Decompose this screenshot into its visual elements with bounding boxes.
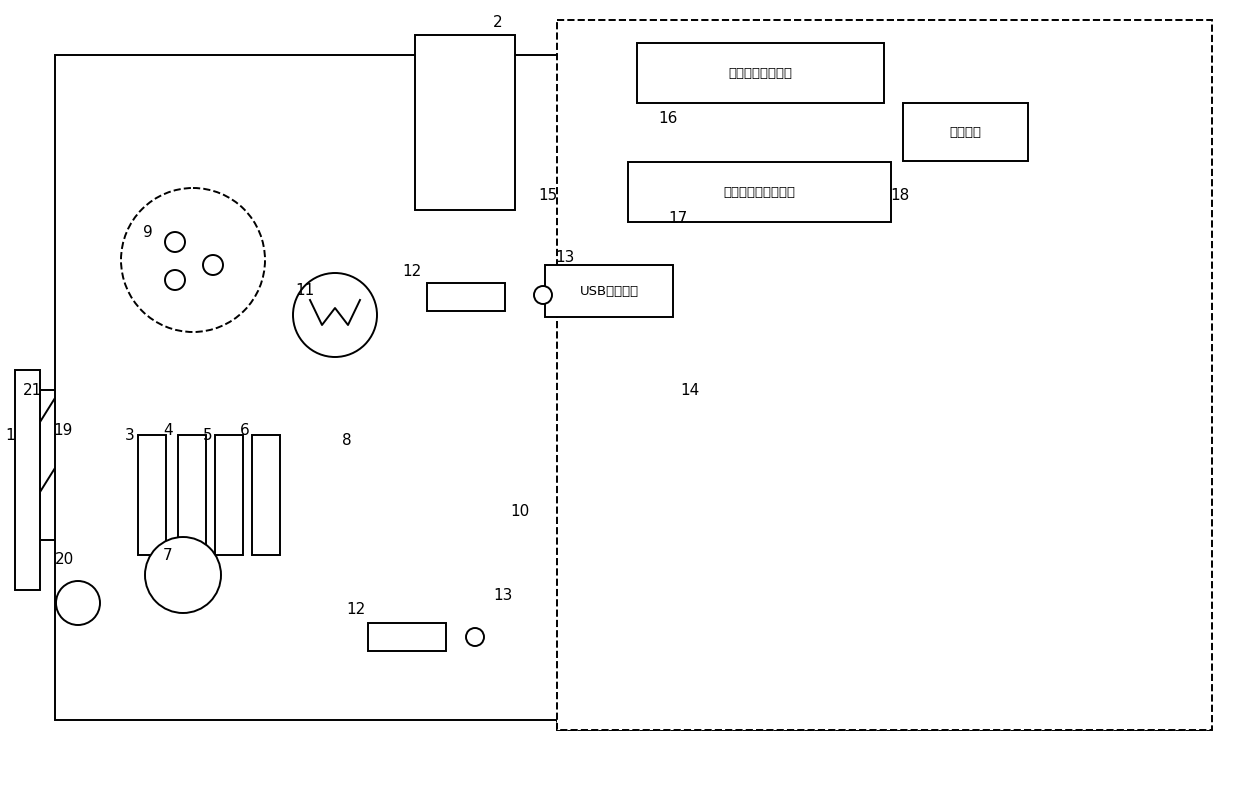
Circle shape xyxy=(165,270,185,290)
Text: 12: 12 xyxy=(402,265,422,280)
Text: 6: 6 xyxy=(241,422,250,437)
Circle shape xyxy=(293,273,377,357)
Text: 14: 14 xyxy=(681,382,699,397)
Bar xyxy=(627,162,892,222)
Text: 9: 9 xyxy=(143,225,153,240)
Text: USB驱动模块: USB驱动模块 xyxy=(579,284,639,298)
Text: 20: 20 xyxy=(56,552,74,567)
Text: 3: 3 xyxy=(125,428,135,443)
Bar xyxy=(179,435,206,555)
Text: 1: 1 xyxy=(5,428,15,443)
Text: 2: 2 xyxy=(494,14,502,29)
Text: 4: 4 xyxy=(164,422,172,437)
Text: 8: 8 xyxy=(342,433,352,448)
Circle shape xyxy=(145,537,221,613)
Text: 15: 15 xyxy=(538,188,558,203)
Text: 警示系统: 警示系统 xyxy=(949,125,981,139)
Bar xyxy=(557,20,1211,730)
Text: 11: 11 xyxy=(295,283,315,298)
Bar xyxy=(15,370,40,590)
Text: 10: 10 xyxy=(511,504,529,519)
Circle shape xyxy=(165,232,185,252)
Circle shape xyxy=(534,286,552,304)
Bar xyxy=(55,55,565,720)
Text: 17: 17 xyxy=(668,210,688,225)
Bar xyxy=(252,435,280,555)
Text: 亚硝酸盐分析模块: 亚硝酸盐分析模块 xyxy=(728,66,792,80)
Bar xyxy=(415,35,515,210)
Bar xyxy=(546,265,673,317)
Bar xyxy=(215,435,243,555)
Bar xyxy=(637,43,884,103)
Text: 7: 7 xyxy=(164,548,172,563)
Bar xyxy=(427,283,505,311)
Text: 19: 19 xyxy=(53,422,73,437)
Text: 5: 5 xyxy=(203,428,213,443)
Text: 18: 18 xyxy=(890,188,910,203)
Circle shape xyxy=(203,255,223,275)
Circle shape xyxy=(466,628,484,646)
Bar xyxy=(368,623,446,651)
Bar xyxy=(903,103,1028,161)
Text: 13: 13 xyxy=(494,588,512,603)
Text: 13: 13 xyxy=(556,251,574,266)
Text: 16: 16 xyxy=(658,110,678,125)
Text: 12: 12 xyxy=(346,603,366,618)
Text: 化学耗氧量分析模块: 化学耗氧量分析模块 xyxy=(723,185,795,199)
Circle shape xyxy=(56,581,100,625)
Bar xyxy=(138,435,166,555)
Text: 21: 21 xyxy=(24,382,42,397)
